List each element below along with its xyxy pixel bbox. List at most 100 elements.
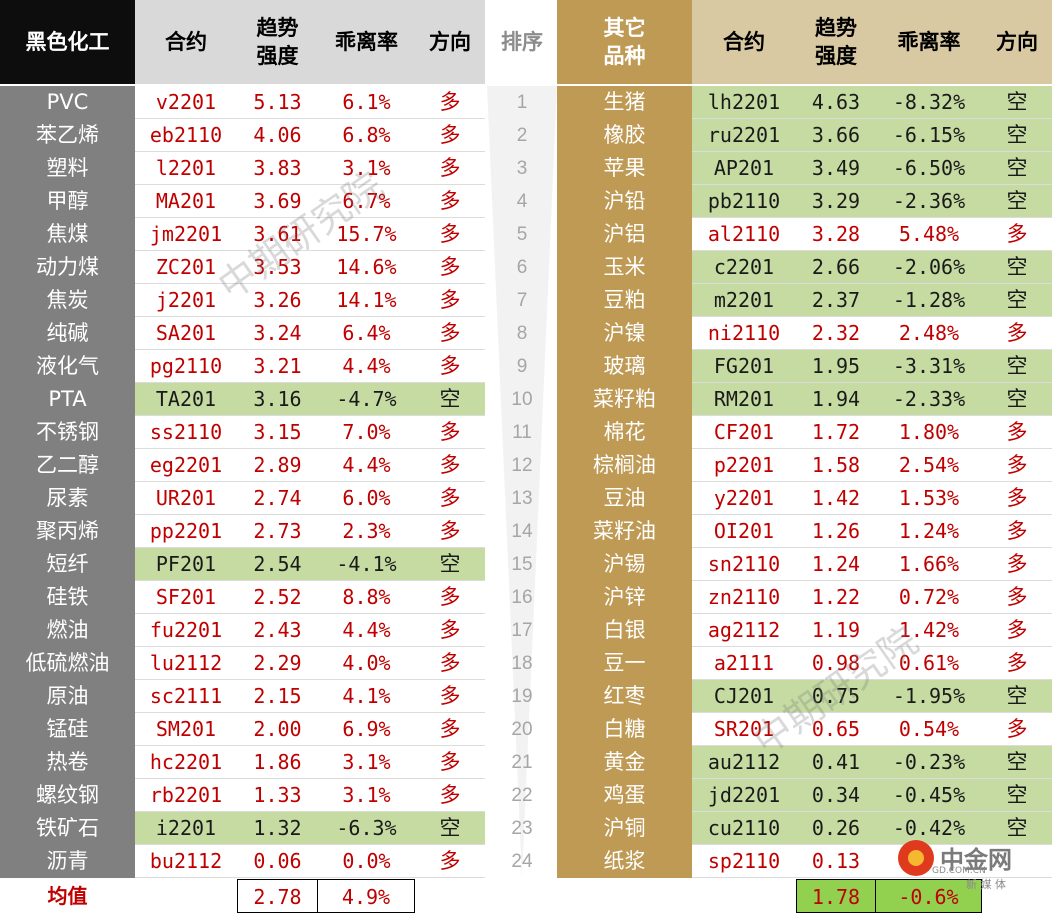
right-row-direction: 空: [982, 284, 1052, 317]
rank-number: 21: [511, 752, 533, 773]
left-row-strength: 4.06: [237, 119, 318, 152]
right-row-name: 纸浆: [603, 849, 646, 873]
left-row-contract: MA201: [135, 185, 237, 218]
rank-number: 10: [511, 389, 533, 410]
right-row-contract: sn2110: [692, 548, 796, 581]
left-row-direction: 多: [415, 185, 485, 218]
left-row-contract: ss2110: [135, 416, 237, 449]
left-row-strength: 3.53: [237, 251, 318, 284]
direction-label: 方向: [429, 30, 471, 54]
right-row-contract: AP201: [692, 152, 796, 185]
right-row-deviation: 1.42%: [876, 614, 982, 647]
right-row-deviation: -3.31%: [876, 350, 982, 383]
right-row-deviation: -6.15%: [876, 119, 982, 152]
left-row-contract: ZC201: [135, 251, 237, 284]
right-row-contract: OI201: [692, 515, 796, 548]
right-row-direction: 多: [982, 449, 1052, 482]
right-row-deviation: 1.53%: [876, 482, 982, 515]
left-row-deviation: 2.3%: [318, 515, 415, 548]
left-name-column-bg: [0, 86, 135, 878]
right-row-deviation: 1.66%: [876, 548, 982, 581]
left-row-direction: 空: [415, 812, 485, 845]
right-row-deviation: -0.42%: [876, 812, 982, 845]
right-row-contract: SR201: [692, 713, 796, 746]
right-row-name: 棕榈油: [593, 453, 656, 477]
left-row-deviation: 6.0%: [318, 482, 415, 515]
left-row-contract: SF201: [135, 581, 237, 614]
right-row-strength: 1.72: [796, 416, 876, 449]
header-left-contract: 合约: [135, 0, 237, 84]
left-row-direction: 多: [415, 251, 485, 284]
right-row-strength: 0.75: [796, 680, 876, 713]
rank-label: 排序: [501, 30, 543, 54]
right-row-deviation: -8.32%: [876, 86, 982, 119]
left-row-direction: 多: [415, 284, 485, 317]
right-row-name: 豆一: [603, 651, 646, 675]
left-row-direction: 多: [415, 680, 485, 713]
header-right-strength: 趋势 强度: [796, 0, 876, 84]
right-name-column-bg: [557, 86, 692, 878]
left-row-name: 焦煤: [46, 222, 89, 246]
header-rank: 排序: [487, 0, 557, 84]
left-row-strength: 1.86: [237, 746, 318, 779]
left-row-direction: 空: [415, 383, 485, 416]
footer-left-deviation: 4.9%: [318, 879, 415, 913]
right-row-direction: 空: [982, 350, 1052, 383]
left-row-deviation: 4.4%: [318, 614, 415, 647]
left-row-contract: rb2201: [135, 779, 237, 812]
right-row-direction: 空: [982, 812, 1052, 845]
footer-left-strength: 2.78: [237, 879, 318, 913]
right-row-contract: c2201: [692, 251, 796, 284]
header-group-label: 黑色化工: [25, 30, 110, 54]
left-row-direction: 多: [415, 482, 485, 515]
right-row-direction: 空: [982, 86, 1052, 119]
left-row-strength: 2.43: [237, 614, 318, 647]
left-row-contract: pg2110: [135, 350, 237, 383]
left-row-contract: jm2201: [135, 218, 237, 251]
strength-line2: 强度: [256, 44, 299, 68]
right-row-contract: ni2110: [692, 317, 796, 350]
left-row-strength: 3.26: [237, 284, 318, 317]
right-row-name: 苹果: [603, 156, 646, 180]
rank-number: 15: [511, 554, 533, 575]
left-row-contract: fu2201: [135, 614, 237, 647]
right-row-strength: 1.22: [796, 581, 876, 614]
right-row-strength: 1.95: [796, 350, 876, 383]
right-row-strength: 0.26: [796, 812, 876, 845]
right-row-strength: 1.26: [796, 515, 876, 548]
left-row-deviation: 3.1%: [318, 746, 415, 779]
right-row-deviation: 1.80%: [876, 416, 982, 449]
right-row-direction: 多: [982, 482, 1052, 515]
left-row-contract: j2201: [135, 284, 237, 317]
right-row-contract: cu2110: [692, 812, 796, 845]
right-row-strength: 1.42: [796, 482, 876, 515]
left-row-contract: v2201: [135, 86, 237, 119]
right-row-direction: 多: [982, 548, 1052, 581]
left-row-direction: 多: [415, 581, 485, 614]
left-row-name: 燃油: [46, 618, 89, 642]
left-row-strength: 2.00: [237, 713, 318, 746]
right-row-name: 橡胶: [603, 123, 646, 147]
left-row-direction: 多: [415, 86, 485, 119]
direction-label: 方向: [996, 30, 1038, 54]
header-contract-label: 合约: [723, 30, 765, 54]
right-row-strength: 3.29: [796, 185, 876, 218]
right-row-name: 菜籽粕: [593, 387, 656, 411]
right-row-strength: 1.24: [796, 548, 876, 581]
right-row-contract: CJ201: [692, 680, 796, 713]
right-row-name: 红枣: [603, 684, 646, 708]
right-row-deviation: -2.36%: [876, 185, 982, 218]
right-row-name: 菜籽油: [593, 519, 656, 543]
right-row-deviation: 0.61%: [876, 647, 982, 680]
right-row-strength: 0.41: [796, 746, 876, 779]
rank-number: 17: [511, 620, 533, 641]
left-row-name: 原油: [46, 684, 89, 708]
right-row-strength: 0.98: [796, 647, 876, 680]
left-row-name: 沥青: [46, 849, 89, 873]
left-row-contract: i2201: [135, 812, 237, 845]
right-row-strength: 2.66: [796, 251, 876, 284]
left-row-strength: 3.69: [237, 185, 318, 218]
rank-number: 6: [516, 257, 528, 278]
header-left-strength: 趋势 强度: [237, 0, 318, 84]
right-row-direction: 空: [982, 779, 1052, 812]
